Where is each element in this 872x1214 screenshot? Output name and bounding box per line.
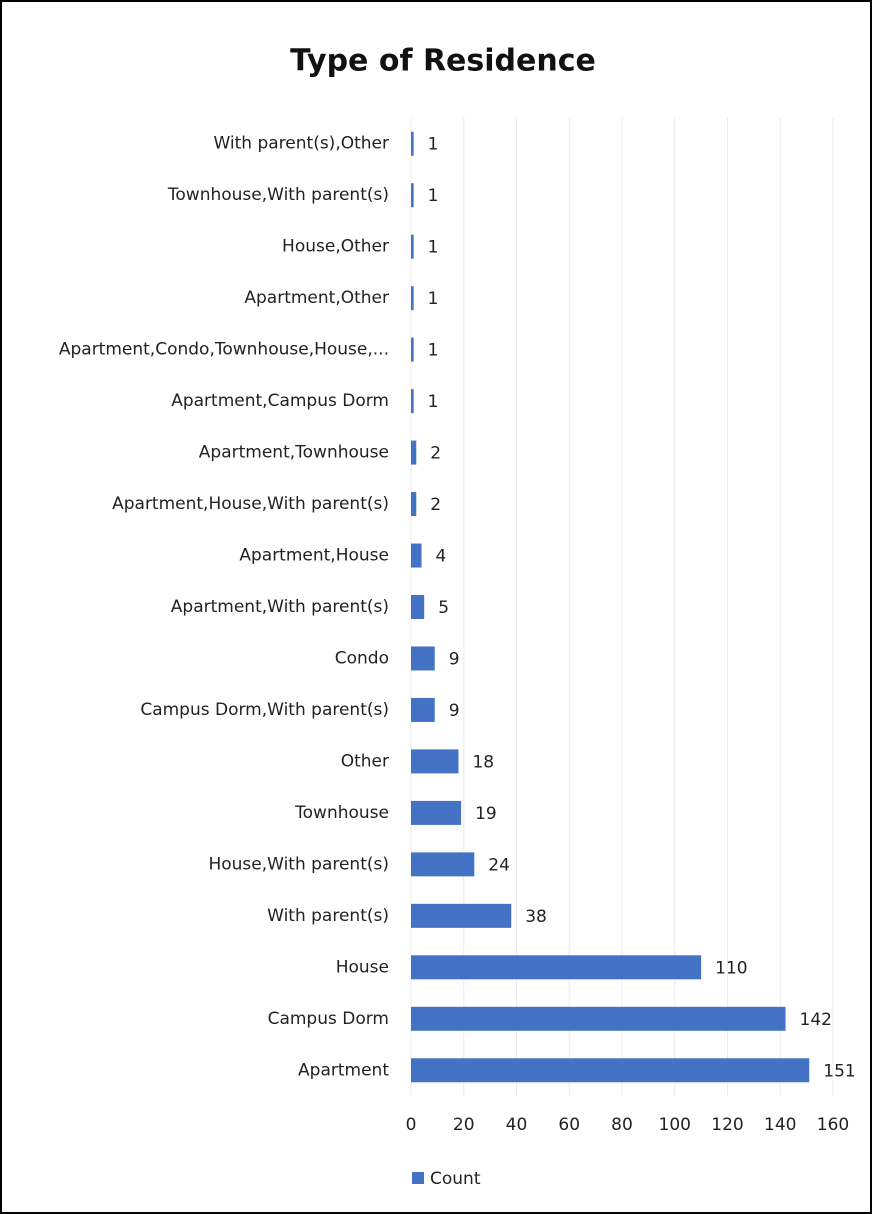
chart-title: Type of Residence (290, 44, 596, 79)
bar (411, 595, 425, 619)
bar (411, 492, 417, 517)
bar (411, 749, 459, 774)
data-label: 9 (449, 701, 460, 721)
data-label: 1 (428, 289, 439, 309)
bar (411, 646, 435, 671)
bar (411, 903, 512, 928)
data-label: 1 (428, 186, 439, 206)
y-tick-label: Condo (335, 648, 389, 668)
y-tick-label: Apartment,Campus Dorm (171, 391, 389, 411)
y-tick-label: Apartment,Other (244, 288, 389, 308)
data-label: 18 (472, 752, 494, 772)
bar (411, 286, 414, 311)
data-label: 9 (449, 649, 460, 669)
data-label: 19 (475, 804, 497, 824)
legend-swatch (412, 1172, 424, 1184)
bar (411, 131, 414, 156)
y-tick-label: Apartment,Townhouse (199, 443, 389, 463)
x-tick-label: 160 (817, 1115, 849, 1135)
x-tick-label: 140 (764, 1115, 796, 1135)
y-tick-label: House (336, 957, 389, 977)
y-tick-label: Apartment,Condo,Townhouse,House,... (59, 340, 389, 360)
y-tick-label: Campus Dorm,With parent(s) (140, 700, 389, 720)
data-label: 110 (715, 958, 747, 978)
bar (411, 1058, 810, 1083)
bar (411, 389, 414, 414)
legend-label: Count (430, 1169, 481, 1189)
bar (411, 440, 417, 465)
bar (411, 1006, 786, 1031)
bar (411, 234, 414, 259)
y-tick-label: Apartment,With parent(s) (171, 597, 389, 617)
x-tick-label: 120 (711, 1115, 743, 1135)
x-tick-label: 40 (506, 1115, 528, 1135)
data-label: 1 (428, 392, 439, 412)
y-tick-label: Other (341, 751, 389, 771)
data-label: 4 (436, 547, 447, 567)
y-tick-label: Campus Dorm (268, 1009, 389, 1029)
data-label: 2 (430, 495, 441, 515)
y-tick-label: Apartment,House,With parent(s) (112, 494, 389, 514)
data-label: 2 (430, 444, 441, 464)
data-label: 151 (823, 1061, 855, 1081)
data-label: 1 (428, 238, 439, 258)
bar (411, 852, 475, 877)
x-tick-label: 0 (406, 1115, 417, 1135)
bar (411, 955, 702, 980)
data-label: 142 (800, 1010, 832, 1030)
bar (411, 800, 462, 825)
x-tick-label: 80 (611, 1115, 633, 1135)
data-label: 24 (488, 855, 510, 875)
y-tick-label: With parent(s),Other (213, 134, 389, 154)
data-label: 1 (428, 135, 439, 155)
bar (411, 337, 414, 362)
x-tick-label: 60 (558, 1115, 580, 1135)
y-tick-label: Townhouse (294, 803, 389, 823)
y-tick-label: Townhouse,With parent(s) (167, 185, 389, 205)
data-label: 1 (428, 341, 439, 361)
y-tick-label: Apartment,House (239, 546, 389, 566)
y-tick-label: House,Other (282, 237, 389, 257)
bar (411, 697, 435, 722)
y-tick-label: House,With parent(s) (208, 854, 389, 874)
data-label: 38 (525, 907, 547, 927)
bar (411, 183, 414, 208)
bar (411, 543, 422, 568)
x-tick-label: 20 (453, 1115, 475, 1135)
x-tick-label: 100 (659, 1115, 691, 1135)
data-label: 5 (438, 598, 449, 618)
y-tick-label: With parent(s) (267, 906, 389, 926)
y-tick-label: Apartment (298, 1060, 389, 1080)
